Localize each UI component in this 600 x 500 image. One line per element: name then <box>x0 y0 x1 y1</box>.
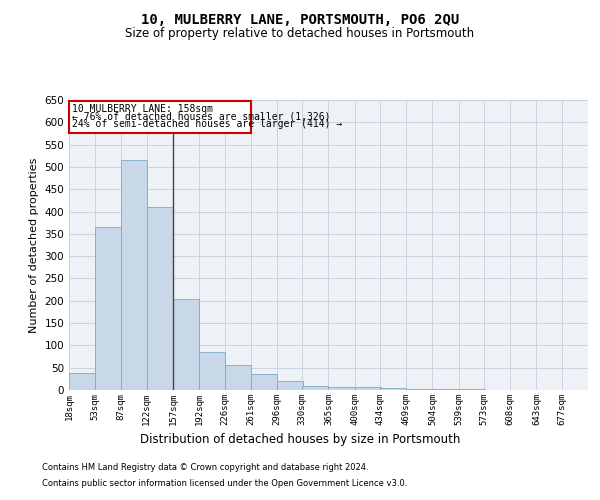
Bar <box>224 366 251 390</box>
Text: 10 MULBERRY LANE: 158sqm: 10 MULBERRY LANE: 158sqm <box>72 104 213 115</box>
Bar <box>380 388 406 390</box>
Bar <box>251 374 277 390</box>
Bar <box>329 387 355 390</box>
Text: 10, MULBERRY LANE, PORTSMOUTH, PO6 2QU: 10, MULBERRY LANE, PORTSMOUTH, PO6 2QU <box>141 12 459 26</box>
Text: Distribution of detached houses by size in Portsmouth: Distribution of detached houses by size … <box>140 432 460 446</box>
Text: Contains public sector information licensed under the Open Government Licence v3: Contains public sector information licen… <box>42 478 407 488</box>
Bar <box>302 386 329 390</box>
Bar <box>69 374 95 390</box>
Bar <box>173 298 199 390</box>
Bar <box>277 381 303 390</box>
Bar <box>199 352 225 390</box>
FancyBboxPatch shape <box>69 101 251 133</box>
Bar <box>147 207 173 390</box>
Text: 24% of semi-detached houses are larger (414) →: 24% of semi-detached houses are larger (… <box>72 118 342 128</box>
Y-axis label: Number of detached properties: Number of detached properties <box>29 158 39 332</box>
Text: Size of property relative to detached houses in Portsmouth: Size of property relative to detached ho… <box>125 28 475 40</box>
Bar <box>458 388 485 390</box>
Bar <box>433 388 458 390</box>
Bar <box>355 387 381 390</box>
Text: Contains HM Land Registry data © Crown copyright and database right 2024.: Contains HM Land Registry data © Crown c… <box>42 464 368 472</box>
Bar <box>121 160 147 390</box>
Bar <box>406 388 433 390</box>
Bar <box>95 227 121 390</box>
Text: ← 76% of detached houses are smaller (1,326): ← 76% of detached houses are smaller (1,… <box>72 112 331 122</box>
